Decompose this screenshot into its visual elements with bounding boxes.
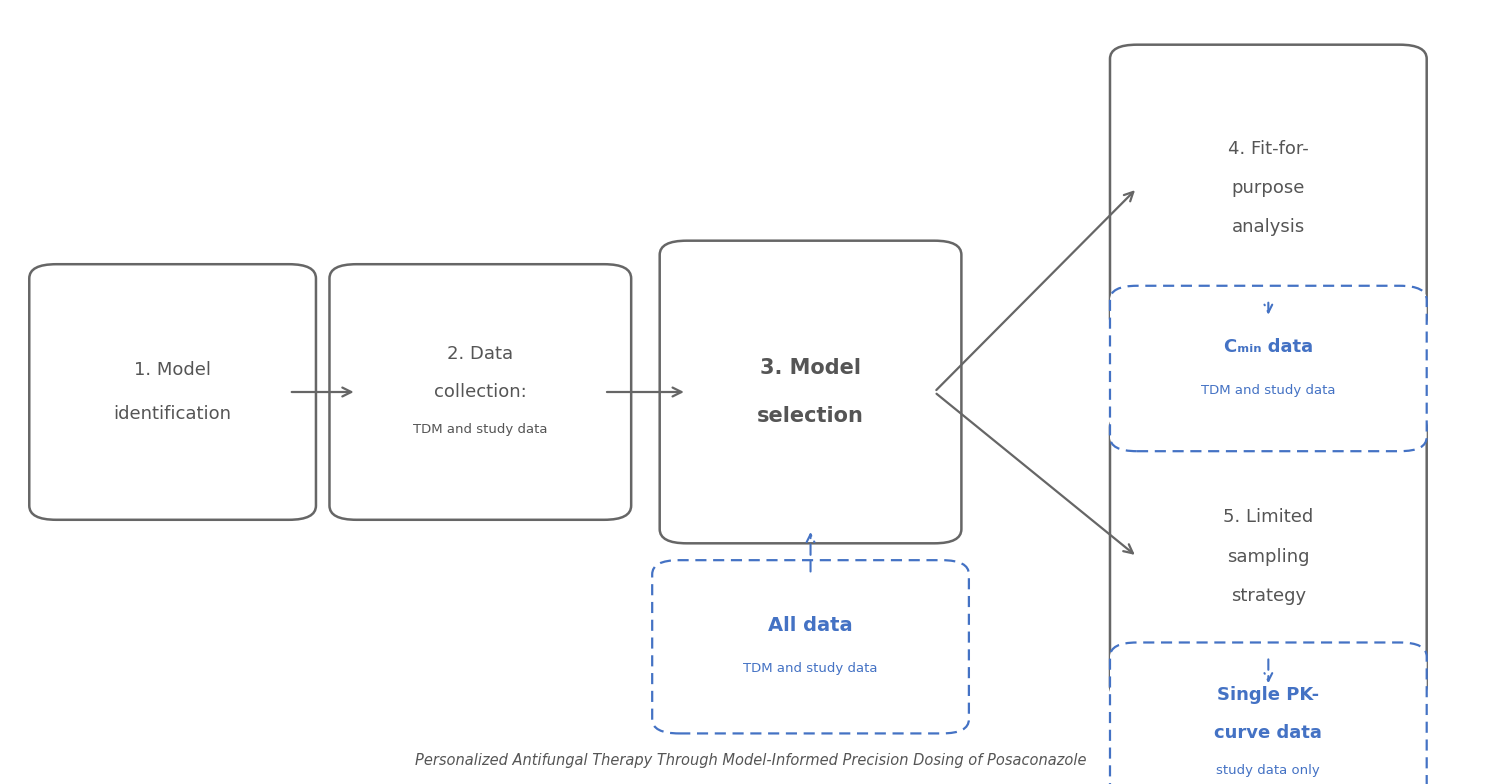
- Text: TDM and study data: TDM and study data: [1201, 383, 1336, 397]
- Text: TDM and study data: TDM and study data: [743, 662, 878, 675]
- Text: curve data: curve data: [1214, 724, 1322, 742]
- Text: TDM and study data: TDM and study data: [413, 423, 548, 436]
- Text: sampling: sampling: [1228, 548, 1309, 565]
- Text: 3. Model: 3. Model: [760, 358, 862, 379]
- Text: selection: selection: [757, 405, 865, 426]
- Text: identification: identification: [114, 405, 231, 423]
- FancyBboxPatch shape: [1109, 413, 1426, 700]
- Text: 5. Limited: 5. Limited: [1223, 509, 1313, 526]
- Text: study data only: study data only: [1216, 764, 1321, 777]
- Text: Single PK-: Single PK-: [1217, 687, 1319, 704]
- Text: 4. Fit-for-: 4. Fit-for-: [1228, 140, 1309, 158]
- Text: collection:: collection:: [434, 383, 527, 401]
- FancyBboxPatch shape: [660, 241, 962, 543]
- Text: 2. Data: 2. Data: [447, 346, 513, 363]
- Text: All data: All data: [769, 615, 853, 635]
- FancyBboxPatch shape: [30, 264, 317, 520]
- FancyBboxPatch shape: [1109, 286, 1426, 452]
- Text: Cₘᵢₙ data: Cₘᵢₙ data: [1223, 338, 1313, 356]
- FancyBboxPatch shape: [1109, 45, 1426, 332]
- FancyBboxPatch shape: [330, 264, 630, 520]
- FancyBboxPatch shape: [1109, 643, 1426, 784]
- Text: Personalized Antifungal Therapy Through Model-Informed Precision Dosing of Posac: Personalized Antifungal Therapy Through …: [414, 753, 1087, 768]
- Text: analysis: analysis: [1232, 219, 1304, 236]
- Text: 1. Model: 1. Model: [134, 361, 212, 379]
- FancyBboxPatch shape: [651, 560, 970, 734]
- Text: strategy: strategy: [1231, 587, 1306, 604]
- Text: purpose: purpose: [1232, 180, 1304, 197]
